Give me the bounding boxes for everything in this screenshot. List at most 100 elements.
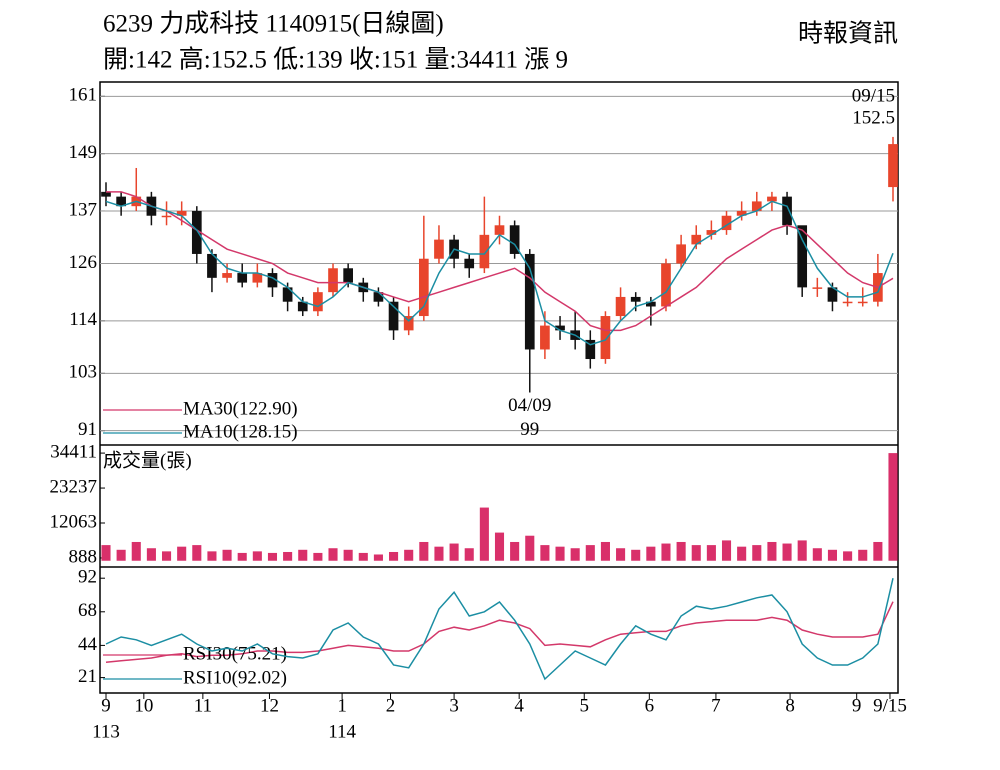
line xyxy=(105,578,894,681)
volume-bar xyxy=(843,551,853,561)
x-tick-label: 8 xyxy=(785,695,795,716)
candle-body xyxy=(418,258,429,317)
volume-bar xyxy=(752,545,762,561)
frame xyxy=(99,81,899,694)
volume-bar xyxy=(767,541,777,561)
y-tick-label: 12063 xyxy=(50,511,98,532)
volume-bar xyxy=(555,546,565,561)
volume-bar xyxy=(328,548,338,561)
y-tick-label: 137 xyxy=(69,199,98,220)
candle-body xyxy=(782,196,792,226)
volume-bar xyxy=(616,548,626,561)
volume-bar xyxy=(797,540,807,561)
candle-body xyxy=(630,296,641,302)
volume-bar xyxy=(237,552,247,561)
y-tick-label: 44 xyxy=(78,634,98,655)
x-tick-label: 1 xyxy=(337,695,347,716)
candle-body xyxy=(615,296,626,317)
candle-body xyxy=(540,325,550,350)
candle-body xyxy=(600,316,611,360)
volume-bar xyxy=(177,546,187,561)
volume-bar xyxy=(358,552,368,561)
y-tick-label: 21 xyxy=(78,666,97,687)
volume-bar xyxy=(116,549,126,561)
candle-body xyxy=(237,273,248,283)
candle-body xyxy=(736,210,747,216)
volume-bar xyxy=(812,548,822,561)
candle-body xyxy=(267,273,278,288)
candle-body xyxy=(222,273,232,278)
legend-label: MA30(122.90) xyxy=(183,398,298,419)
volume-bar xyxy=(661,543,671,561)
candle-body xyxy=(812,287,823,289)
volume-bar xyxy=(858,549,868,561)
volume-bar xyxy=(146,548,156,561)
candle-body xyxy=(509,225,520,254)
x-tick-label: 9 xyxy=(852,695,862,716)
candle-body xyxy=(252,273,263,283)
panel-title: 成交量(張) xyxy=(103,449,192,471)
x-tick-label: 2 xyxy=(386,695,396,716)
volume-bar xyxy=(888,453,898,561)
y-tick-label: 888 xyxy=(69,546,98,567)
volume-bar xyxy=(373,554,383,561)
volume-bar xyxy=(389,551,399,561)
x-tick-label: 10 xyxy=(134,695,153,716)
candle-body xyxy=(191,210,202,254)
candle-body xyxy=(328,268,338,293)
candle-body xyxy=(555,325,565,331)
annotation-value: 152.5 xyxy=(852,107,895,128)
volume-bar xyxy=(404,549,414,561)
candle-body xyxy=(434,239,444,259)
y-tick-label: 34411 xyxy=(50,441,97,462)
candle-body xyxy=(857,301,868,304)
volume-bar xyxy=(343,549,353,561)
candle-body xyxy=(343,268,353,283)
volume-bar xyxy=(464,548,474,561)
year-label: 114 xyxy=(328,721,356,742)
y-tick-label: 91 xyxy=(78,419,97,440)
line xyxy=(105,200,894,346)
candle-body xyxy=(479,234,490,269)
candle-body xyxy=(827,287,838,302)
x-tick-label: 3 xyxy=(449,695,459,716)
volume-bar xyxy=(131,541,141,561)
x-tick-label: 6 xyxy=(645,695,655,716)
candle-body xyxy=(842,301,853,304)
candle-body xyxy=(767,196,777,202)
candle-body xyxy=(403,316,414,331)
y-tick-label: 114 xyxy=(69,309,97,330)
volume-bar xyxy=(419,541,429,561)
candle-body xyxy=(524,253,535,350)
volume-bar xyxy=(525,535,535,561)
candle-body xyxy=(116,196,126,207)
y-tick-label: 149 xyxy=(69,142,98,163)
volume-bar xyxy=(313,552,323,561)
volume-bar xyxy=(283,551,293,561)
volume-bar xyxy=(873,541,883,561)
y-tick-label: 161 xyxy=(69,85,98,106)
candle-body xyxy=(297,301,308,312)
volume-bar xyxy=(222,549,232,561)
line xyxy=(105,601,894,663)
volume-bar xyxy=(510,541,520,561)
source: 時報資訊 xyxy=(798,20,898,48)
volume-bar xyxy=(691,545,701,561)
candle-body xyxy=(176,210,187,216)
volume-bar xyxy=(585,545,595,561)
y-tick-label: 126 xyxy=(69,252,98,273)
chart-title: 6239 力成科技 1140915(日線圖) xyxy=(103,10,444,38)
x-tick-label: 9/15 xyxy=(873,695,907,716)
volume-bar xyxy=(676,541,686,561)
candle-body xyxy=(494,225,505,235)
volume-bar xyxy=(570,548,580,561)
candle-body xyxy=(585,339,596,360)
x-tick-label: 9 xyxy=(101,695,111,716)
x-tick-label: 11 xyxy=(194,695,212,716)
candle-body xyxy=(161,215,172,218)
candle-body xyxy=(646,301,656,307)
volume-bar xyxy=(101,545,111,561)
volume-bar xyxy=(782,543,792,561)
candle-body xyxy=(282,287,293,302)
